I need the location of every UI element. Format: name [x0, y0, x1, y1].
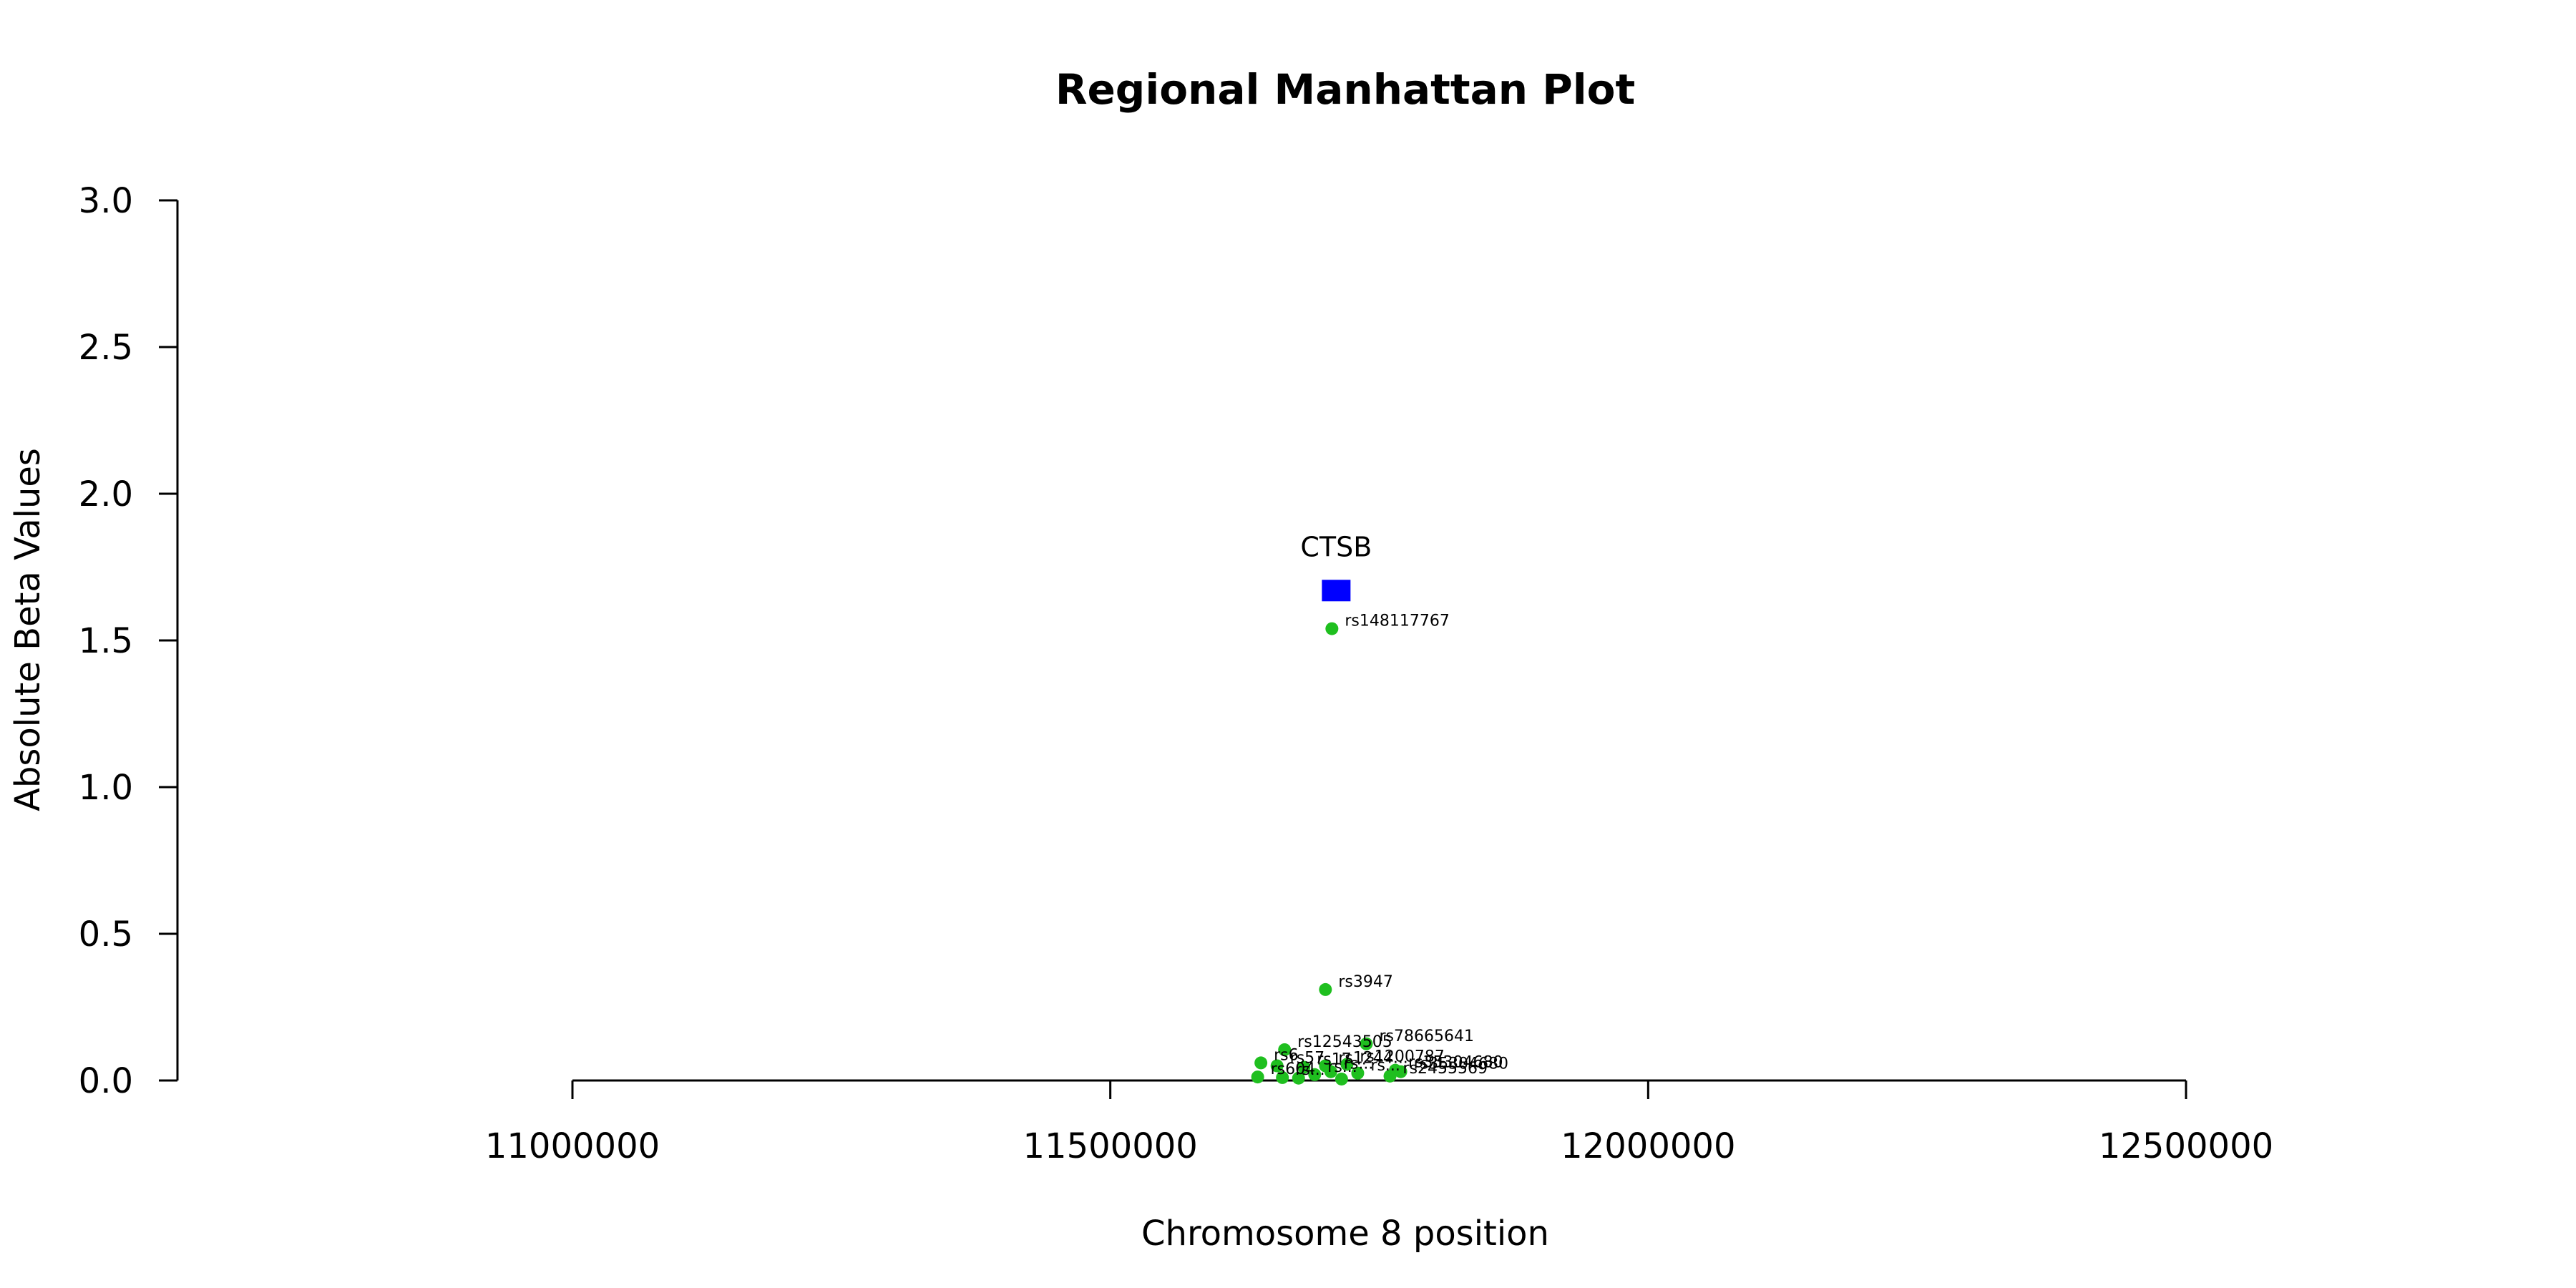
y-axis: 0.0 0.5 1.0 1.5 2.0 2.5 3.0 [79, 181, 179, 1101]
y-tick-label: 3.0 [79, 181, 133, 221]
y-tick-label: 0.0 [79, 1061, 133, 1101]
gene-layer: CTSB [1300, 531, 1372, 602]
snp-point [1340, 1058, 1354, 1071]
snp-label: rs... [1327, 1058, 1357, 1076]
x-axis-label: Chromosome 8 position [1141, 1214, 1549, 1254]
snp-label: rs6 [1274, 1046, 1299, 1064]
snp-label: rs12543505 [1297, 1033, 1392, 1051]
snp-label: rs3947 [1338, 973, 1393, 991]
x-tick-label: 11500000 [1023, 1126, 1198, 1166]
snp-point [1394, 1065, 1407, 1078]
snp-points [1251, 622, 1407, 1085]
snp-label: rs35304680 [1414, 1055, 1508, 1073]
snp-label: rs148117767 [1345, 613, 1449, 630]
x-tick-label: 11000000 [485, 1126, 660, 1166]
snp-point [1297, 1060, 1311, 1074]
snp-label: rs... [1295, 1061, 1325, 1079]
snp-label: rs57 [1290, 1050, 1325, 1068]
snp-point [1360, 1037, 1373, 1050]
snp-point [1383, 1069, 1397, 1083]
snp-label: rs1200787 [1360, 1048, 1445, 1065]
y-tick-label: 1.5 [79, 621, 133, 661]
y-tick-label: 2.0 [79, 474, 133, 514]
snp-point [1254, 1056, 1268, 1070]
snp-label: rs2455569 [1403, 1060, 1488, 1078]
snp-label: rs... [1370, 1057, 1400, 1075]
snp-point [1351, 1066, 1365, 1080]
snp-label: rs1244... [1338, 1050, 1407, 1068]
y-tick-label: 0.5 [79, 914, 133, 955]
x-tick-label: 12000000 [1561, 1126, 1735, 1166]
snp-label: rs17... [1317, 1051, 1366, 1069]
snp-point [1319, 982, 1332, 996]
snp-point [1251, 1070, 1264, 1084]
y-tick-label: 1.0 [79, 768, 133, 808]
snp-label: rs... [1344, 1055, 1374, 1073]
snp-point [1276, 1070, 1289, 1084]
snp-point [1324, 1065, 1337, 1078]
chart-title: Regional Manhattan Plot [1055, 65, 1635, 114]
x-axis: 11000000 11500000 12000000 12500000 [485, 1079, 2273, 1166]
x-tick-label: 12500000 [2099, 1126, 2273, 1166]
snp-label: rs78665641 [1379, 1028, 1473, 1045]
snp-point [1278, 1043, 1292, 1056]
y-axis-label: Absolute Beta Values [8, 448, 48, 811]
snp-labels: rs148117767rs3947rs78665641rs12543505rs6… [1271, 613, 1508, 1079]
snp-point [1335, 1072, 1348, 1085]
snp-point [1292, 1071, 1305, 1085]
gene-marker [1322, 580, 1351, 602]
snp-point [1270, 1059, 1284, 1073]
snp-label: rs604 [1271, 1060, 1316, 1078]
snp-label: rs35304680 [1408, 1054, 1503, 1072]
gene-label: CTSB [1300, 531, 1372, 562]
snp-point [1325, 622, 1339, 635]
y-tick-label: 2.5 [79, 328, 133, 368]
snp-point [1308, 1068, 1322, 1081]
